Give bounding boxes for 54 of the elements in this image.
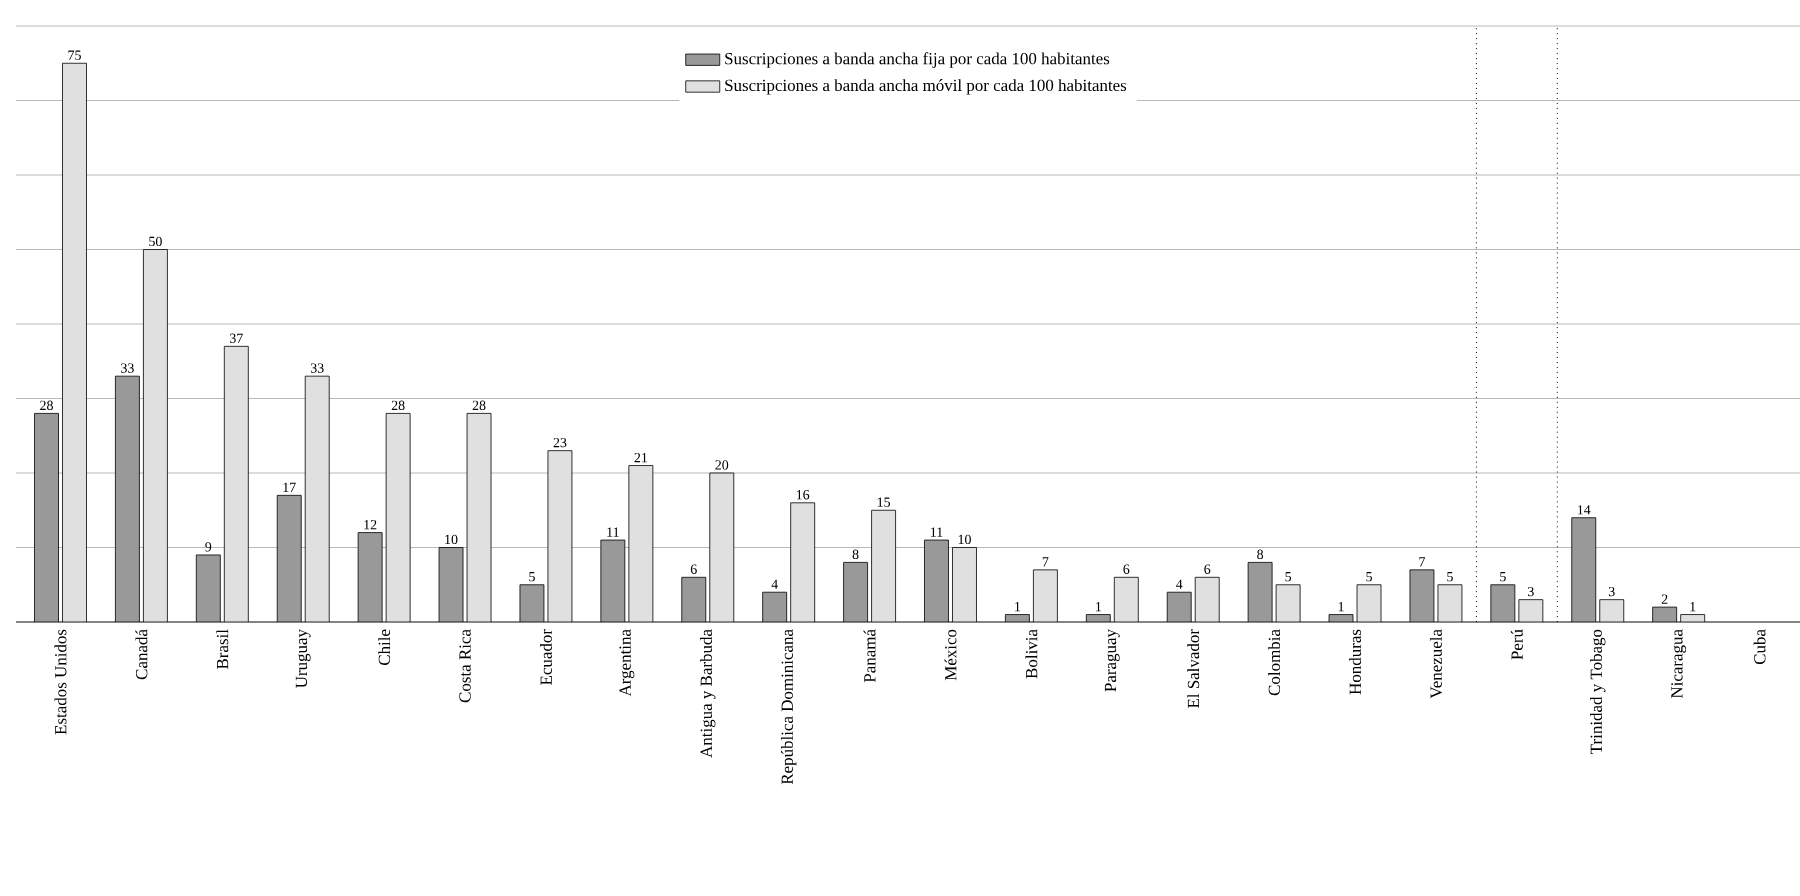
x-tick-label: México (944, 629, 957, 681)
bar (1033, 569, 1058, 622)
x-tick-label: Paraguay (1104, 629, 1120, 692)
bar (1114, 577, 1139, 622)
x-tick-label: Venezuela (1429, 629, 1442, 699)
bar (305, 376, 330, 622)
x-tick-label: Perú (1510, 629, 1523, 660)
x-tick-label: El Salvador (1187, 629, 1200, 709)
x-tick-label: Cuba (1753, 629, 1766, 665)
bar (439, 547, 464, 622)
bar (790, 502, 815, 622)
x-tick-label: Bolivia (1025, 629, 1038, 679)
x-tick-label: Antigua y Barbuda (700, 629, 716, 758)
bar (386, 413, 411, 622)
x-tick-label: Uruguay (295, 629, 311, 688)
bar (547, 450, 572, 622)
bar (277, 495, 302, 622)
x-tick-label: Nicaragua (1671, 629, 1687, 699)
bar (1490, 584, 1515, 622)
x-tick-label: Canadá (135, 629, 148, 680)
bar (1167, 592, 1192, 622)
x-tick-label: Brasil (216, 629, 229, 669)
x-tick-label: Trinidad y Tobago (1590, 629, 1606, 754)
x-tick-label: Ecuador (539, 629, 552, 685)
x-tick-label: Costa Rica (459, 629, 471, 703)
bar (34, 413, 59, 622)
bar (681, 577, 706, 622)
bar (924, 540, 949, 622)
bar (467, 413, 492, 622)
bar (628, 465, 653, 622)
legend-label: Suscripciones a banda ancha fija por cada 100 habitantes (725, 52, 1110, 68)
legend-label: Suscripciones a banda ancha móvil por cada 100 habitantes (725, 79, 1127, 95)
x-tick-label: Panamá (863, 629, 876, 683)
bar (952, 547, 977, 622)
bar (843, 562, 868, 622)
bar (762, 592, 787, 622)
bar (1599, 599, 1624, 622)
bar (62, 63, 87, 622)
x-tick-label: Colombia (1268, 629, 1281, 696)
bar (1518, 599, 1543, 622)
bar (358, 532, 383, 622)
bar (871, 510, 896, 622)
x-tick-label: Honduras (1349, 629, 1361, 695)
x-tick-label: Estados Unidos (54, 629, 67, 735)
bar (709, 473, 734, 622)
bar (196, 554, 221, 622)
bar (143, 249, 168, 622)
bar (1195, 577, 1220, 622)
x-tick-label: Chile (378, 629, 391, 666)
x-tick-label: República Dominicana (780, 629, 797, 785)
x-tick-label: Argentina (619, 629, 635, 697)
bar (1571, 517, 1596, 622)
bar (224, 346, 249, 622)
bar (115, 376, 140, 622)
